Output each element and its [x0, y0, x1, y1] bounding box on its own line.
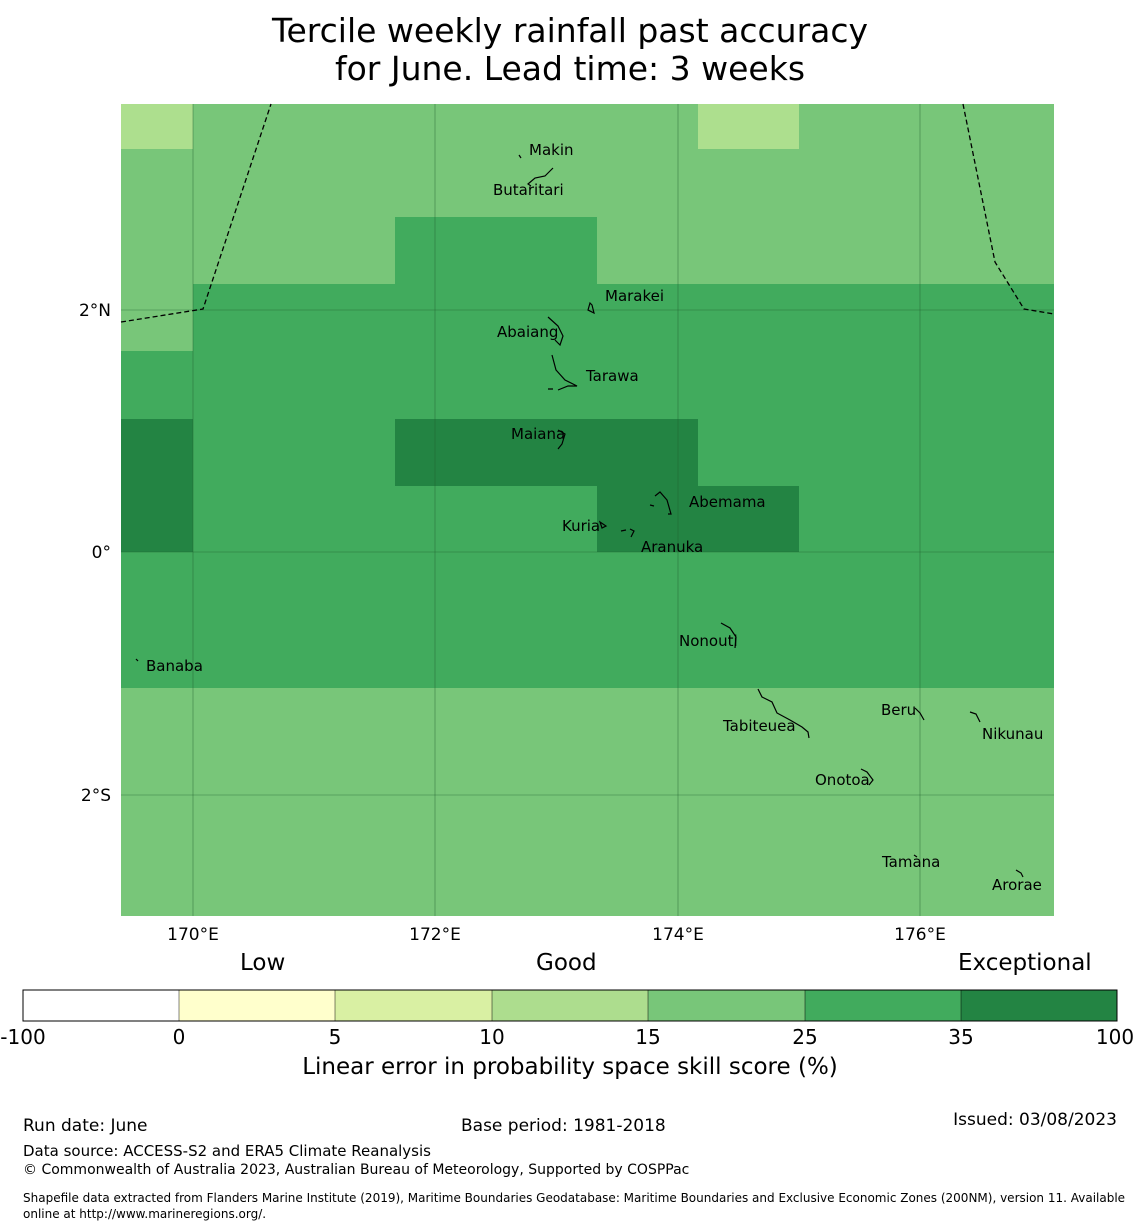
- lat-tick-label: 0°: [92, 543, 111, 563]
- island-label: Arorae: [992, 876, 1042, 894]
- island-outlines: [135, 154, 1024, 878]
- base-period: Base period: 1981-2018: [461, 1116, 666, 1136]
- skill-cell-light-nw: [121, 104, 193, 149]
- beru-outline: [914, 707, 925, 721]
- kuria-outline: [598, 520, 608, 529]
- tamana-outline: [913, 854, 918, 858]
- lat-tick-label: 2°S: [81, 786, 111, 806]
- nonouti-outline: [720, 622, 737, 649]
- abemama-outline: [649, 491, 672, 515]
- issued-date: Issued: 03/08/2023: [953, 1110, 1117, 1130]
- island-label: Abemama: [689, 493, 766, 511]
- island-label: Nikunau: [982, 725, 1043, 743]
- colorbar-segment: [805, 990, 961, 1021]
- island-label: Butaritari: [493, 181, 564, 199]
- skill-cell-band-top: [395, 217, 597, 285]
- island-label: Tamana: [881, 853, 940, 871]
- island-label: Abaiang: [497, 323, 558, 341]
- island-label: Nonouti: [679, 632, 738, 650]
- copyright: © Commonwealth of Australia 2023, Austra…: [23, 1162, 690, 1178]
- skill-cell-light-n: [698, 104, 799, 149]
- nikunau-outline: [969, 711, 981, 723]
- tarawa-outline: [548, 354, 578, 391]
- skill-cell-dark-west: [121, 419, 193, 552]
- map-title-line2: for June. Lead time: 3 weeks: [334, 49, 806, 88]
- marakei-outline: [587, 301, 595, 315]
- colorbar-segment: [179, 990, 335, 1021]
- island-label: Makin: [529, 141, 574, 159]
- aranuka-outline: [620, 528, 635, 538]
- colorbar-tick: 5: [328, 1025, 342, 1049]
- colorbar: [22, 989, 1118, 1022]
- colorbar-tick: 0: [172, 1025, 186, 1049]
- map-title-line1: Tercile weekly rainfall past accuracy: [271, 11, 869, 50]
- colorbar-segment: [23, 990, 179, 1021]
- lon-tick-label: 172°E: [409, 925, 461, 945]
- eez-boundary-west: [120, 103, 272, 323]
- axis-labels: 170°E 172°E 174°E 176°E 2°N 0° 2°S: [79, 301, 946, 945]
- eez-boundary: [120, 103, 1055, 323]
- onotoa-outline: [860, 768, 874, 786]
- eez-boundary-east: [962, 103, 1055, 315]
- lat-tick-label: 2°N: [79, 301, 111, 321]
- colorbar-tick: 100: [1095, 1025, 1135, 1049]
- colorbar-frame: [22, 989, 1118, 1022]
- run-date: Run date: June: [23, 1116, 148, 1136]
- colorbar-tick: 15: [635, 1025, 661, 1049]
- colorbar-segment: [961, 990, 1117, 1021]
- tabiteuea-outline: [757, 688, 810, 739]
- colorbar-tick: 35: [948, 1025, 974, 1049]
- legend-category-low: Low: [240, 950, 286, 976]
- banaba-outline: [135, 658, 139, 662]
- skill-cell-dark-center: [395, 419, 698, 486]
- skill-cell-dark-east: [597, 486, 799, 552]
- lon-tick-label: 174°E: [652, 925, 704, 945]
- butaritari-outline: [527, 167, 554, 187]
- island-label: Tabiteuea: [722, 717, 796, 735]
- colorbar-label: Linear error in probability space skill …: [302, 1054, 838, 1080]
- data-source: Data source: ACCESS-S2 and ERA5 Climate …: [23, 1142, 431, 1160]
- lon-tick-label: 170°E: [167, 925, 219, 945]
- colorbar-segment: [335, 990, 492, 1021]
- colorbar-segment: [648, 990, 805, 1021]
- island-label: Aranuka: [641, 538, 703, 556]
- makin-outline: [518, 154, 522, 159]
- island-label: Banaba: [146, 657, 203, 675]
- arorae-outline: [1015, 869, 1024, 878]
- island-label: Maiana: [511, 425, 565, 443]
- island-label: Onotoa: [815, 771, 870, 789]
- colorbar-tick: -100: [0, 1025, 46, 1049]
- shapefile-credit: Shapefile data extracted from Flanders M…: [23, 1191, 1126, 1221]
- colorbar-tick: 10: [479, 1025, 505, 1049]
- maiana-outline: [557, 429, 566, 450]
- colorbar-tick: 25: [792, 1025, 818, 1049]
- lon-tick-label: 176°E: [894, 925, 946, 945]
- island-label: Marakei: [605, 287, 664, 305]
- island-labels: Makin Butaritari Marakei Abaiang Tarawa …: [146, 141, 1043, 894]
- island-label: Tarawa: [585, 367, 639, 385]
- legend-category-good: Good: [536, 950, 597, 976]
- legend-category-exceptional: Exceptional: [958, 950, 1092, 976]
- colorbar-segment: [492, 990, 648, 1021]
- island-label: Beru: [881, 701, 916, 719]
- island-label: Kuria: [562, 517, 600, 535]
- abaiang-outline: [547, 316, 564, 347]
